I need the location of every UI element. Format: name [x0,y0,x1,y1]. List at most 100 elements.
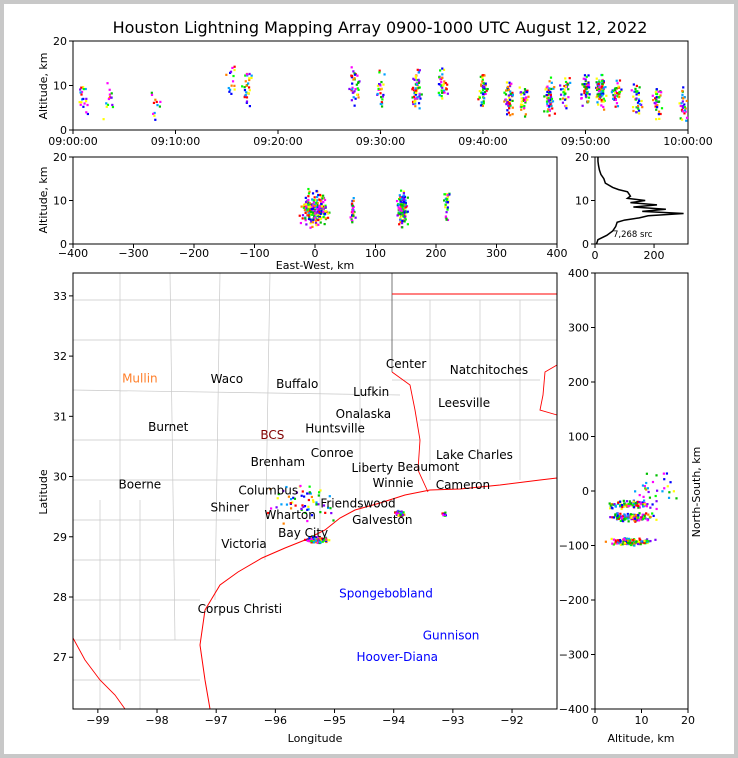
source-point [399,221,402,224]
source-point [312,218,315,221]
source-point [85,97,88,100]
source-point [620,507,623,511]
source-point [519,91,523,94]
y-tick-label: 100 [568,431,589,444]
source-point [400,512,403,515]
source-point [618,515,621,518]
source-point [307,498,310,502]
source-point [324,204,327,207]
source-point [82,97,85,101]
source-point [404,218,407,221]
source-point [587,81,590,84]
source-point [481,91,485,94]
source-point [289,498,293,501]
source-point [233,65,236,68]
city-label: Conroe [311,446,354,460]
x-tick-label: 10 [635,714,649,727]
source-point [304,196,307,199]
source-point [627,537,630,540]
source-point [596,95,599,98]
y-tick-label: 0 [582,238,589,251]
source-point [660,91,663,94]
source-point [378,69,381,72]
source-point [614,98,617,102]
source-point [441,512,444,515]
source-point [403,220,406,223]
city-label: Burnet [148,420,189,434]
source-point [439,78,442,81]
source-point [568,77,571,80]
source-point [446,198,449,201]
source-point [548,90,552,93]
source-point [633,544,636,547]
source-point [631,513,634,516]
source-point [520,108,523,111]
source-point [378,83,381,86]
source-point [504,93,508,96]
source-point [311,213,314,216]
source-point [319,193,322,197]
source-point [402,195,405,198]
x-tick-label: −94 [382,714,405,727]
source-point [83,102,86,105]
source-point [442,513,445,516]
source-point [306,210,309,213]
city-label: Brenham [251,455,306,469]
source-point [648,496,652,499]
city-label: Buffalo [276,377,318,391]
source-point [319,221,322,224]
source-point [523,115,527,118]
source-point [630,518,633,521]
source-point [309,226,312,229]
source-point [403,216,406,219]
source-point [652,98,655,102]
source-point [657,100,660,103]
x-tick-label: 10:00:00 [663,135,712,148]
source-point [350,74,353,77]
source-point [624,515,627,518]
source-point [247,82,250,85]
source-point [446,218,450,222]
source-point [614,87,617,90]
source-point [307,198,310,202]
x-tick-label: 0 [592,249,599,262]
source-point [159,100,162,103]
source-point [245,101,248,104]
source-point [353,77,356,80]
source-point [508,104,511,108]
source-point [615,102,619,105]
source-point [619,543,623,546]
source-point [683,112,686,115]
source-point [444,197,447,200]
source-point [609,516,612,519]
source-point [349,216,352,219]
source-point [630,543,633,547]
source-point [415,91,418,94]
source-point [586,92,589,95]
source-point [309,206,312,209]
source-point [440,95,443,98]
source-point [661,490,664,493]
source-point [623,502,626,505]
source-point [484,82,487,85]
source-point [523,93,526,96]
source-point [510,82,513,85]
source-point [632,514,635,517]
source-point [245,96,249,99]
source-point [402,511,405,514]
source-point [614,504,617,508]
source-point [314,198,317,202]
mexico-border [72,637,126,710]
source-point [601,94,604,97]
source-point [328,495,331,498]
source-point [610,503,613,506]
source-point [618,79,622,82]
source-point [396,214,399,217]
source-point [635,516,639,520]
source-point [412,89,416,92]
source-point [318,540,322,544]
x-tick-label: 0 [592,714,599,727]
source-point [315,503,318,506]
source-point [318,491,321,494]
source-point [651,512,654,515]
